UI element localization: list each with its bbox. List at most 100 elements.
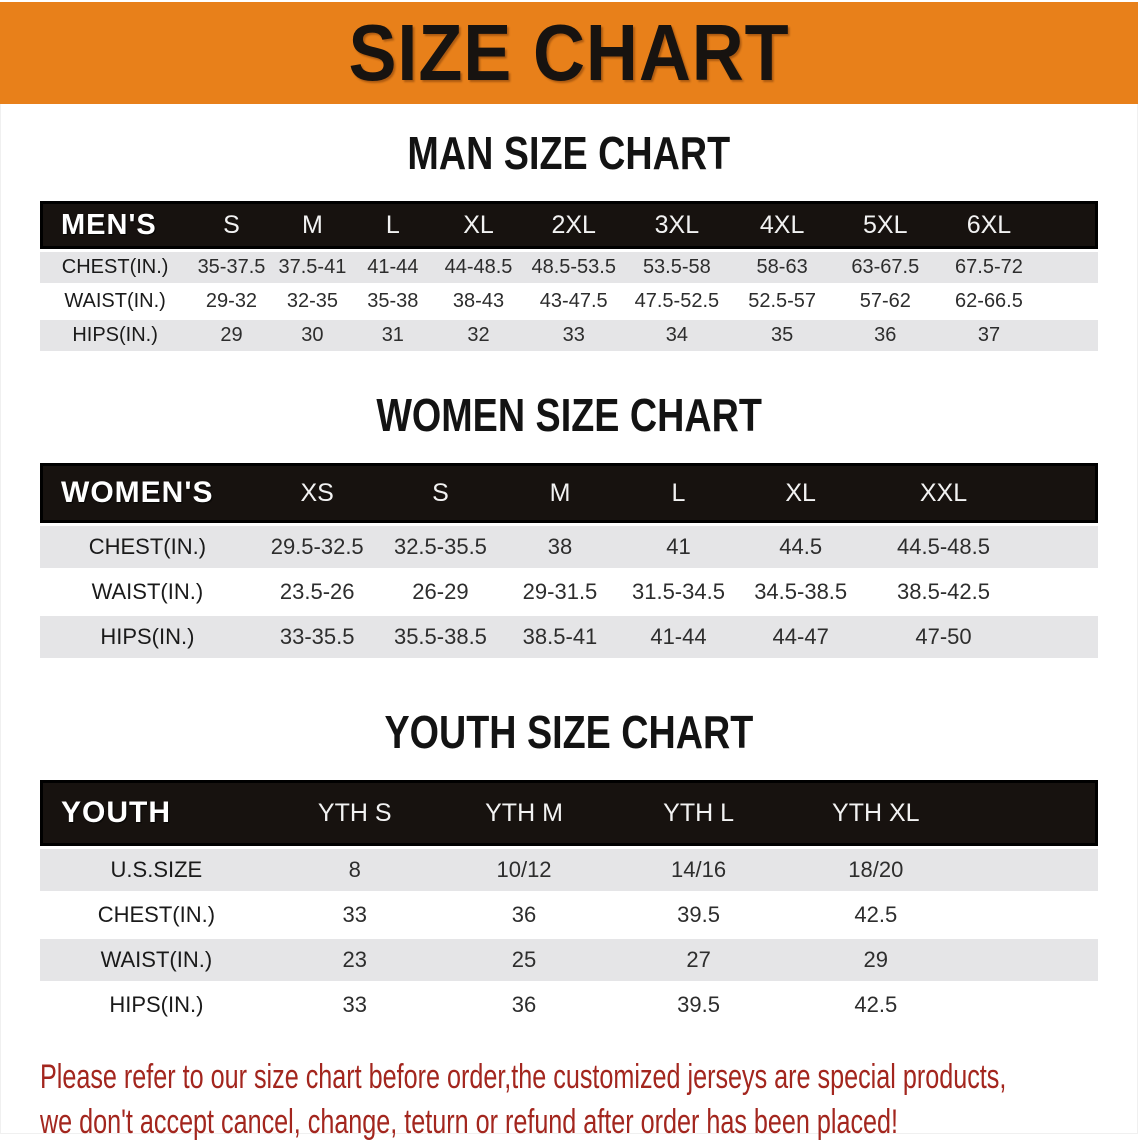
youth-col-s: YTH S — [272, 780, 437, 846]
men-col-6xl: 6XL — [936, 201, 1042, 249]
men-col-spacer — [1041, 201, 1098, 249]
women-size-table: WOMEN'S XS S M L XL XXL CHEST(IN.) 29.5-… — [40, 460, 1098, 661]
youth-ussize-row: U.S.SIZE 8 10/12 14/16 18/20 — [40, 849, 1098, 891]
size-value-cell: 33 — [272, 984, 437, 1026]
size-value-cell: 14/16 — [611, 849, 786, 891]
banner-title: SIZE CHART — [348, 8, 790, 97]
size-value-cell: 67.5-72 — [936, 252, 1042, 283]
youth-waist-row: WAIST(IN.) 23 25 27 29 — [40, 939, 1098, 981]
men-table-title: MEN'S — [40, 201, 191, 249]
size-value-cell: 38-43 — [433, 286, 524, 317]
spacer-cell — [965, 849, 1098, 891]
size-value-cell: 33 — [523, 320, 624, 351]
size-value-cell: 26-29 — [379, 571, 502, 613]
size-value-cell: 25 — [436, 939, 612, 981]
women-col-m: M — [501, 463, 619, 523]
men-col-4xl: 4XL — [729, 201, 835, 249]
size-value-cell: 53.5-58 — [623, 252, 730, 283]
men-col-2xl: 2XL — [523, 201, 624, 249]
size-value-cell: 36 — [436, 894, 612, 936]
size-value-cell: 38.5-41 — [501, 616, 619, 658]
size-value-cell: 42.5 — [785, 894, 966, 936]
size-value-cell: 23 — [272, 939, 437, 981]
men-col-l: L — [352, 201, 434, 249]
size-value-cell: 29.5-32.5 — [254, 526, 380, 568]
row-label: U.S.SIZE — [40, 849, 273, 891]
youth-col-spacer — [965, 780, 1098, 846]
size-value-cell: 48.5-53.5 — [523, 252, 624, 283]
men-col-s: S — [190, 201, 273, 249]
youth-heading-text: YOUTH SIZE CHART — [384, 706, 754, 758]
size-value-cell: 8 — [272, 849, 437, 891]
size-value-cell: 44-47 — [738, 616, 864, 658]
disclaimer-line-1: Please refer to our size chart before or… — [40, 1058, 1007, 1096]
size-value-cell: 62-66.5 — [936, 286, 1042, 317]
size-value-cell: 32 — [433, 320, 524, 351]
size-value-cell: 36 — [436, 984, 612, 1026]
size-value-cell: 44.5-48.5 — [863, 526, 1024, 568]
spacer-cell — [1041, 320, 1098, 351]
women-waist-row: WAIST(IN.) 23.5-26 26-29 29-31.5 31.5-34… — [40, 571, 1098, 613]
women-heading-text: WOMEN SIZE CHART — [376, 389, 762, 441]
women-col-spacer — [1023, 463, 1098, 523]
size-value-cell: 38.5-42.5 — [863, 571, 1024, 613]
spacer-cell — [965, 984, 1098, 1026]
size-value-cell: 52.5-57 — [729, 286, 835, 317]
size-value-cell: 47-50 — [863, 616, 1024, 658]
size-value-cell: 35.5-38.5 — [379, 616, 502, 658]
size-value-cell: 37 — [936, 320, 1042, 351]
row-label: CHEST(IN.) — [40, 252, 191, 283]
women-col-xs: XS — [254, 463, 380, 523]
banner: SIZE CHART — [0, 2, 1138, 104]
disclaimer-line-2: we don't accept cancel, change, teturn o… — [40, 1103, 898, 1141]
men-col-xl: XL — [433, 201, 524, 249]
size-value-cell: 41-44 — [618, 616, 739, 658]
men-col-5xl: 5XL — [834, 201, 937, 249]
size-value-cell: 41 — [618, 526, 739, 568]
youth-section-heading: YOUTH SIZE CHART — [0, 705, 1138, 759]
size-value-cell: 58-63 — [729, 252, 835, 283]
disclaimer: Please refer to our size chart before or… — [40, 1055, 1138, 1145]
youth-hips-row: HIPS(IN.) 33 36 39.5 42.5 — [40, 984, 1098, 1026]
size-value-cell: 35-38 — [352, 286, 434, 317]
youth-section: YOUTH SIZE CHART YOUTH YTH S YTH M YTH L… — [0, 705, 1138, 1029]
size-value-cell: 57-62 — [834, 286, 937, 317]
men-hips-row: HIPS(IN.) 29 30 31 32 33 34 35 36 37 — [40, 320, 1098, 351]
row-label: WAIST(IN.) — [40, 286, 191, 317]
spacer-cell — [1041, 286, 1098, 317]
size-value-cell: 10/12 — [436, 849, 612, 891]
size-value-cell: 31 — [352, 320, 434, 351]
row-label: HIPS(IN.) — [40, 320, 191, 351]
size-value-cell: 44-48.5 — [433, 252, 524, 283]
size-value-cell: 27 — [611, 939, 786, 981]
size-value-cell: 36 — [834, 320, 937, 351]
men-section-heading: MAN SIZE CHART — [0, 126, 1138, 180]
youth-table-title: YOUTH — [40, 780, 273, 846]
size-value-cell: 35-37.5 — [190, 252, 273, 283]
size-value-cell: 23.5-26 — [254, 571, 380, 613]
size-value-cell: 29 — [785, 939, 966, 981]
size-value-cell: 44.5 — [738, 526, 864, 568]
size-value-cell: 29-32 — [190, 286, 273, 317]
women-chest-row: CHEST(IN.) 29.5-32.5 32.5-35.5 38 41 44.… — [40, 526, 1098, 568]
spacer-cell — [965, 939, 1098, 981]
size-value-cell: 33 — [272, 894, 437, 936]
size-value-cell: 34 — [623, 320, 730, 351]
men-section: MAN SIZE CHART MEN'S S M L XL 2XL 3XL 4X… — [0, 126, 1138, 354]
size-value-cell: 32-35 — [272, 286, 353, 317]
spacer-cell — [965, 894, 1098, 936]
youth-col-m: YTH M — [436, 780, 612, 846]
row-label: HIPS(IN.) — [40, 984, 273, 1026]
size-value-cell: 38 — [501, 526, 619, 568]
women-hips-row: HIPS(IN.) 33-35.5 35.5-38.5 38.5-41 41-4… — [40, 616, 1098, 658]
size-value-cell: 35 — [729, 320, 835, 351]
size-value-cell: 32.5-35.5 — [379, 526, 502, 568]
women-col-xxl: XXL — [863, 463, 1024, 523]
size-value-cell: 18/20 — [785, 849, 966, 891]
men-chest-row: CHEST(IN.) 35-37.5 37.5-41 41-44 44-48.5… — [40, 252, 1098, 283]
row-label: WAIST(IN.) — [40, 571, 255, 613]
men-waist-row: WAIST(IN.) 29-32 32-35 35-38 38-43 43-47… — [40, 286, 1098, 317]
row-label: CHEST(IN.) — [40, 894, 273, 936]
size-value-cell: 34.5-38.5 — [738, 571, 864, 613]
